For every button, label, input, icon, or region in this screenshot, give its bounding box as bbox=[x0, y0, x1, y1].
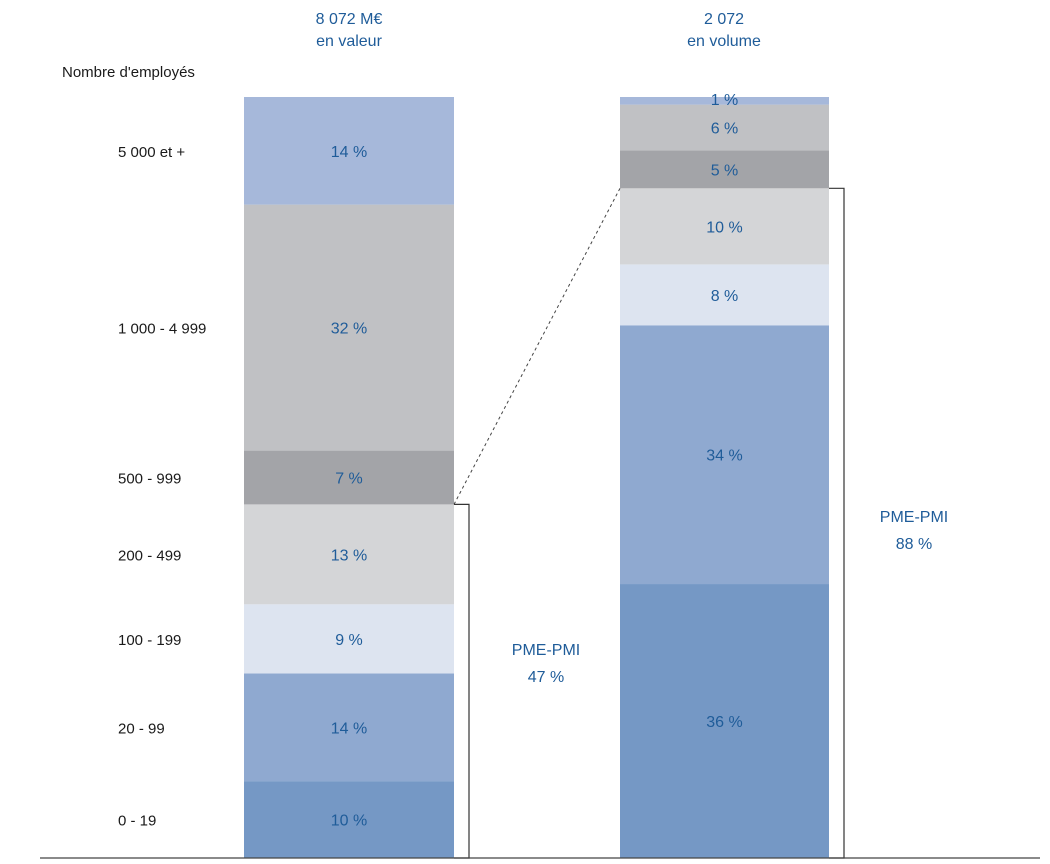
bar2-value-label-4: 5 % bbox=[711, 162, 739, 179]
bar1-value-label-1: 14 % bbox=[331, 720, 367, 737]
bar2-value-label-6: 1 % bbox=[711, 92, 739, 109]
category-label-2: 100 - 199 bbox=[118, 632, 181, 649]
bar1-segment-5 bbox=[244, 204, 454, 451]
bar2-value-label-1: 34 % bbox=[706, 448, 742, 465]
bar2-value-label-3: 10 % bbox=[706, 219, 742, 236]
bar1-value-label-2: 9 % bbox=[335, 632, 363, 649]
bracket1-label-line2: 47 % bbox=[528, 669, 564, 686]
bar2-segment-3 bbox=[620, 188, 829, 265]
bracket1-label-line1: PME-PMI bbox=[512, 642, 580, 659]
bar1-title-line2: en valeur bbox=[316, 33, 382, 50]
bar2-title-line1: 2 072 bbox=[704, 11, 744, 28]
category-label-1: 20 - 99 bbox=[118, 720, 165, 737]
bar2-segment-2 bbox=[620, 264, 829, 326]
bar2-value-label-5: 6 % bbox=[711, 120, 739, 137]
bar1-segment-1 bbox=[244, 673, 454, 782]
bar2-segment-6 bbox=[620, 97, 829, 105]
bar1-value-label-6: 14 % bbox=[331, 144, 367, 161]
bar1-segment-2 bbox=[244, 604, 454, 674]
bar1-title-line1: 8 072 M€ bbox=[316, 11, 383, 28]
dashed-connector bbox=[453, 188, 621, 505]
bar1-value-label-3: 13 % bbox=[331, 547, 367, 564]
bar1-value-label-0: 10 % bbox=[331, 813, 367, 830]
bar1-segment-3 bbox=[244, 504, 454, 605]
left-axis-heading: Nombre d'employés bbox=[62, 64, 195, 81]
bar2-value-label-0: 36 % bbox=[706, 714, 742, 731]
bar2-segment-1 bbox=[620, 325, 829, 585]
category-label-4: 500 - 999 bbox=[118, 471, 181, 488]
bar2-segment-4 bbox=[620, 150, 829, 189]
bar1-value-label-4: 7 % bbox=[335, 471, 363, 488]
bar1-value-label-5: 32 % bbox=[331, 321, 367, 338]
category-label-6: 5 000 et + bbox=[118, 144, 185, 161]
bracket2-label-line2: 88 % bbox=[896, 536, 932, 553]
bracket-1 bbox=[454, 503, 470, 859]
category-label-0: 0 - 19 bbox=[118, 813, 156, 830]
bracket-2 bbox=[829, 187, 845, 859]
bar1-segment-6 bbox=[244, 97, 454, 205]
bracket2-label-line1: PME-PMI bbox=[880, 509, 948, 526]
category-label-3: 200 - 499 bbox=[118, 547, 181, 564]
bar2-value-label-2: 8 % bbox=[711, 288, 739, 305]
bar1-segment-4 bbox=[244, 450, 454, 505]
bar1-segment-0 bbox=[244, 781, 454, 858]
category-label-5: 1 000 - 4 999 bbox=[118, 321, 206, 338]
bar2-title-line2: en volume bbox=[687, 33, 761, 50]
bar2-segment-0 bbox=[620, 584, 829, 858]
bar2-segment-5 bbox=[620, 104, 829, 151]
